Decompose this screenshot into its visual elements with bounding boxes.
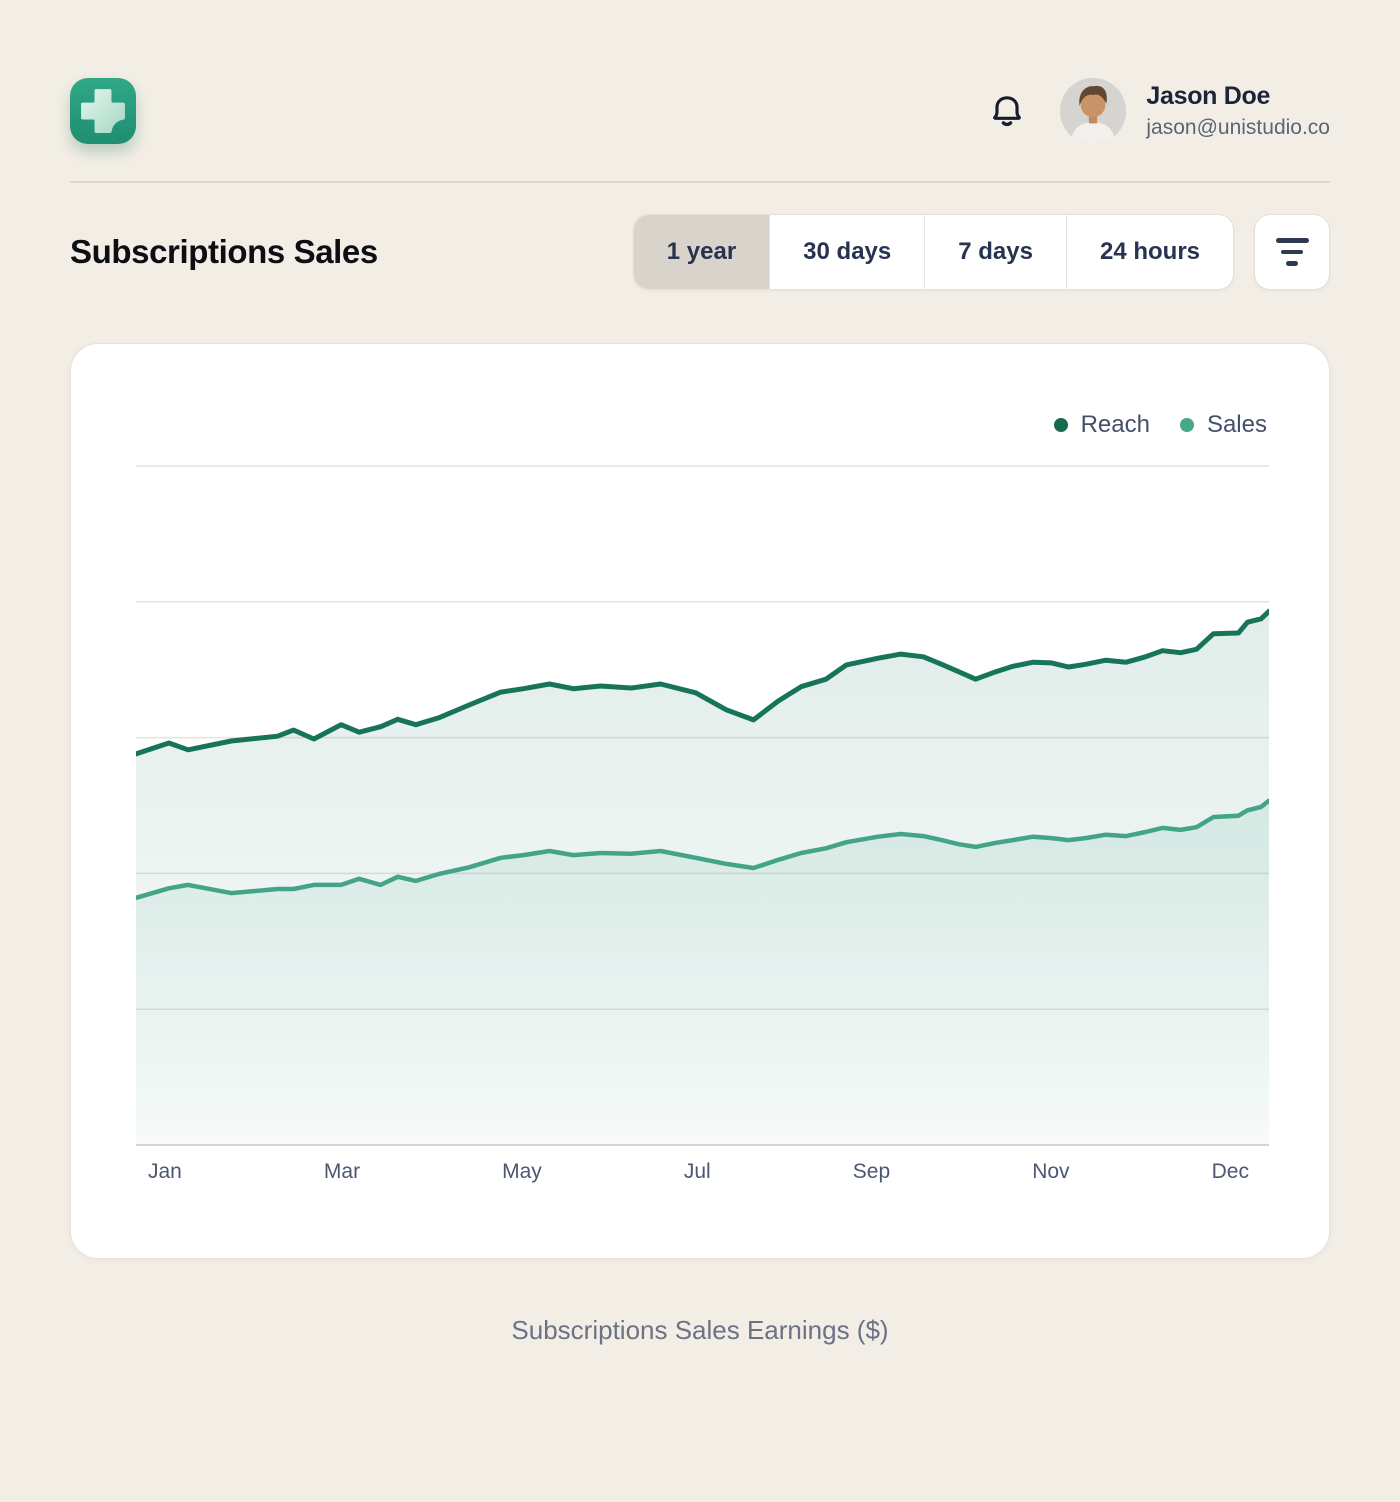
user-name: Jason Doe (1146, 82, 1271, 110)
user-meta: Jason Doe jason@unistudio.co (1146, 82, 1330, 140)
notifications-button[interactable] (988, 92, 1026, 130)
reach-dot-icon (1053, 418, 1068, 432)
filter-icon (1275, 238, 1309, 266)
chart-legend: Reach Sales (136, 410, 1267, 440)
chart-card: Reach Sales Jan Mar May Jul Sep Nov Dec (70, 343, 1330, 1259)
x-label: Dec (1211, 1160, 1249, 1183)
sales-dot-icon (1179, 418, 1194, 432)
bell-icon (988, 92, 1026, 130)
toolbar-right: 1 year 30 days 7 days 24 hours (632, 214, 1330, 290)
x-label: Jan (148, 1160, 182, 1183)
time-range-tabs: 1 year 30 days 7 days 24 hours (632, 214, 1234, 290)
tab-7-days[interactable]: 7 days (925, 215, 1067, 289)
legend-label-reach: Reach (1080, 411, 1150, 438)
x-axis-labels: Jan Mar May Jul Sep Nov Dec (136, 1160, 1267, 1184)
topbar: Jason Doe jason@unistudio.co (70, 78, 1330, 144)
legend-item-reach: Reach (1053, 411, 1150, 439)
chart-caption: Subscriptions Sales Earnings ($) (511, 1315, 889, 1345)
app-logo[interactable] (70, 78, 136, 144)
filter-button[interactable] (1254, 214, 1330, 290)
legend-item-sales: Sales (1179, 411, 1267, 439)
chart-canvas (136, 465, 1269, 1146)
user-email: jason@unistudio.co (1146, 116, 1330, 139)
tab-30-days[interactable]: 30 days (770, 215, 926, 289)
page-title: Subscriptions Sales (70, 233, 378, 270)
x-label: Sep (852, 1160, 891, 1183)
avatar[interactable] (1060, 78, 1127, 144)
x-label: Jul (683, 1160, 711, 1183)
plus-icon (76, 84, 130, 138)
line-chart (136, 464, 1269, 1147)
x-label: Mar (323, 1160, 361, 1183)
header-divider (70, 181, 1330, 183)
x-label: May (502, 1160, 542, 1183)
topbar-right: Jason Doe jason@unistudio.co (988, 78, 1330, 144)
tab-24-hours[interactable]: 24 hours (1066, 215, 1233, 289)
legend-label-sales: Sales (1206, 411, 1267, 438)
tab-1-year[interactable]: 1 year (633, 215, 771, 289)
toolbar: Subscriptions Sales 1 year 30 days 7 day… (70, 214, 1330, 290)
x-label: Nov (1032, 1160, 1070, 1183)
dashboard-page: Jason Doe jason@unistudio.co Subscriptio… (0, 78, 1400, 1502)
